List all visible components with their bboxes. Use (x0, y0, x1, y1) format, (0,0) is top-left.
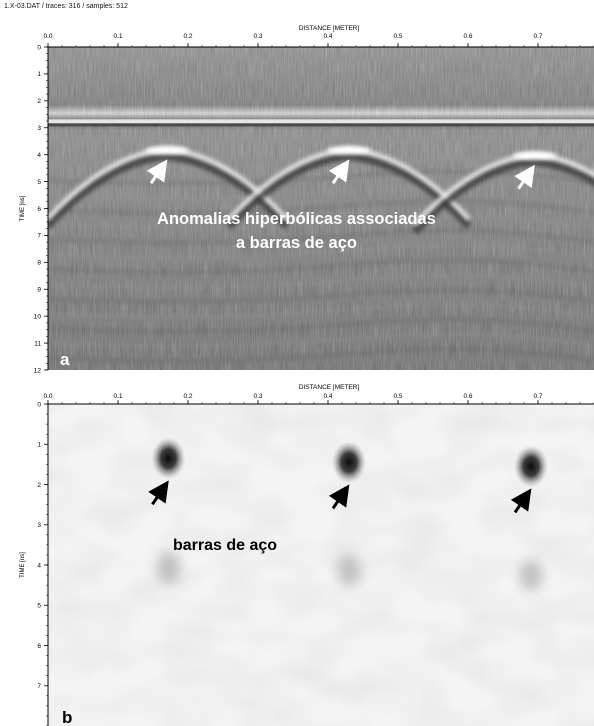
steel-bar-spot (332, 441, 366, 484)
y-tick-label: 7 (37, 233, 41, 240)
y-tick-label: 1 (37, 71, 41, 78)
hyperbola-apex (512, 151, 557, 160)
x-tick-label: 0.0 (43, 393, 52, 400)
x-tick-label: 0.0 (43, 33, 52, 40)
secondary-reflection (156, 551, 181, 584)
reflection-band (48, 303, 594, 319)
hyperbola-dark-arm (411, 157, 594, 235)
x-tick-label: 0.3 (253, 33, 262, 40)
reflection-band (48, 258, 594, 274)
x-tick-label: 0.5 (393, 393, 402, 400)
panel-b: barras de aço b DISTANCE [METER] 0.0 0.1 0.2 0… (20, 384, 594, 726)
steel-bar-spot (514, 445, 548, 488)
y-tick-label: 8 (37, 260, 41, 267)
y-tick-label: 7 (37, 683, 41, 690)
y-tick-label: 4 (37, 562, 41, 569)
anomaly-arrow (328, 484, 350, 510)
x-tick-label: 0.2 (183, 393, 192, 400)
y-tick-label: 6 (37, 643, 41, 650)
x-tick-label: 0.6 (463, 393, 472, 400)
panel-letter: a (60, 350, 70, 369)
y-tick-label: 0 (37, 401, 41, 408)
reflection-band (48, 332, 594, 348)
hyperbola (411, 151, 594, 235)
y-tick-label: 6 (37, 206, 41, 213)
x-tick-label: 0.4 (323, 393, 332, 400)
x-tick-label: 0.1 (113, 393, 122, 400)
annotation-text: barras de aço (173, 537, 277, 554)
reflection-band (48, 184, 594, 200)
direct-wave-shadow (48, 123, 594, 127)
y-tick-label: 3 (37, 522, 41, 529)
reflection-band (48, 273, 594, 289)
y-tick-label: 0 (37, 44, 41, 51)
secondary-reflection (519, 559, 543, 592)
y-tick-label: 10 (34, 313, 42, 320)
hyperbola (48, 146, 290, 229)
x-tick-label: 0.7 (533, 33, 542, 40)
plot-area (48, 404, 594, 726)
y-tick-label: 5 (37, 603, 41, 610)
anomaly-arrow (328, 159, 350, 185)
panel-a: Anomalias hiperbólicas associadas a barra… (20, 25, 594, 374)
hyperbola-apex (327, 146, 371, 155)
annotation-text: Anomalias hiperbólicas associadas (157, 210, 436, 228)
x-tick-label: 0.6 (463, 33, 472, 40)
anomaly-arrow (146, 159, 168, 185)
y-tick-label: 4 (37, 152, 41, 159)
x-tick-label: 0.4 (323, 33, 332, 40)
x-tick-label: 0.2 (183, 33, 192, 40)
y-tick-label: 12 (34, 367, 42, 374)
anomaly-arrow (148, 480, 169, 506)
reflection-band (48, 318, 594, 333)
image-texture (48, 404, 594, 726)
y-tick-label: 1 (37, 442, 41, 449)
reflection-band (48, 347, 594, 363)
reflection-band (48, 199, 594, 215)
anomaly-arrow (514, 164, 535, 190)
reflection-band (48, 244, 594, 259)
anomaly-arrow (510, 488, 532, 514)
file-info-header: 1.X-03.DAT / traces: 316 / samples: 512 (4, 3, 128, 10)
hyperbola-apex (145, 146, 189, 155)
hyperbola-dark-arm (226, 152, 472, 229)
direct-wave (48, 119, 594, 124)
y-tick-label: 5 (37, 179, 41, 186)
y-axis-label: TIME [ns] (20, 552, 26, 578)
y-tick-label: 11 (34, 340, 41, 347)
x-tick-label: 0.5 (393, 33, 402, 40)
y-tick-label: 9 (37, 287, 41, 294)
y-tick-label: 3 (37, 125, 41, 132)
x-tick-label: 0.3 (253, 393, 262, 400)
y-axis-label: TIME [ns] (20, 195, 26, 221)
steel-bar-spot (151, 437, 186, 480)
secondary-reflection (337, 555, 361, 588)
x-axis-label: DISTANCE [METER] (299, 25, 360, 32)
plot-area (48, 47, 594, 370)
reflection-band (48, 288, 594, 304)
annotation-text: a barras de aço (236, 234, 357, 252)
reflection-band (48, 214, 594, 230)
y-tick-label: 2 (37, 482, 41, 489)
reflection-band (48, 229, 594, 245)
panel-letter: b (62, 708, 72, 726)
x-tick-label: 0.7 (533, 393, 542, 400)
hyperbola (226, 146, 472, 229)
y-tick-label: 2 (37, 98, 41, 105)
hyperbola-dark-arm (48, 152, 290, 229)
x-tick-label: 0.1 (113, 33, 122, 40)
x-axis-label: DISTANCE [METER] (299, 384, 360, 391)
